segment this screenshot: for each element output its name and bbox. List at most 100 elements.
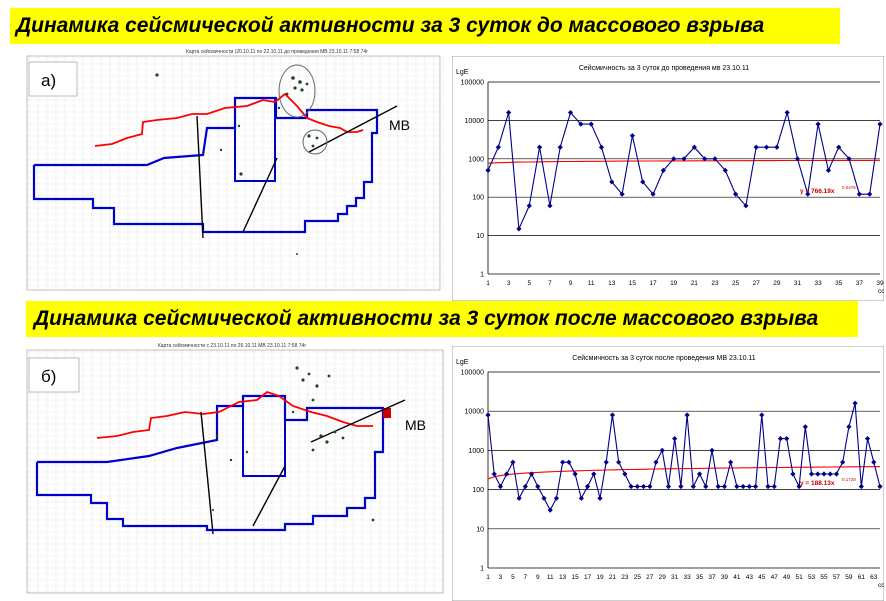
x-tick-label: 63 xyxy=(870,574,878,581)
data-point xyxy=(588,121,594,127)
x-tick-label: 41 xyxy=(733,574,741,581)
data-point xyxy=(665,483,672,490)
x-axis-unit: сс xyxy=(878,582,884,589)
data-point xyxy=(653,459,659,465)
data-point xyxy=(715,483,721,490)
data-point xyxy=(877,483,883,490)
data-point xyxy=(765,483,771,490)
data-point xyxy=(691,144,697,150)
data-point xyxy=(827,471,833,477)
data-point xyxy=(485,167,491,173)
data-point xyxy=(712,156,718,162)
data-point xyxy=(485,412,491,418)
data-point xyxy=(774,144,780,150)
mb-label: МВ xyxy=(405,417,426,433)
data-point xyxy=(536,144,543,150)
data-point xyxy=(722,167,728,173)
x-tick-label: 3 xyxy=(507,280,511,287)
x-tick-label: 39 xyxy=(876,280,884,287)
trend-exponent: 0,1728 xyxy=(842,477,856,482)
data-point xyxy=(732,191,739,197)
data-point xyxy=(684,412,690,418)
data-point xyxy=(628,483,634,490)
x-tick-label: 13 xyxy=(559,574,567,581)
data-point xyxy=(852,400,858,406)
data-point xyxy=(566,459,572,465)
y-tick-label: 1 xyxy=(480,272,484,279)
data-point xyxy=(567,109,574,116)
map-title: Карта сейсмичности (20.10.11 по 22.10.11… xyxy=(186,48,368,55)
data-point xyxy=(495,144,501,150)
y-tick-label: 100 xyxy=(472,195,484,202)
map-title: Карта сейсмичности с 23.10.11 по 26.10.1… xyxy=(158,342,306,349)
mb-label: МВ xyxy=(389,117,410,133)
event-dots xyxy=(155,73,319,255)
data-point xyxy=(560,459,566,465)
x-tick-label: 43 xyxy=(746,574,754,581)
event-dots xyxy=(212,366,375,522)
y-tick-label: 1000 xyxy=(468,448,484,455)
contour-inner xyxy=(234,98,276,182)
data-point xyxy=(753,144,759,150)
data-point xyxy=(784,435,790,442)
data-point xyxy=(681,156,687,162)
y-tick-label: 100 xyxy=(472,487,484,494)
x-tick-label: 31 xyxy=(671,574,679,581)
seismic-map-before: Карта сейсмичности (20.10.11 по 22.10.11… xyxy=(26,48,444,291)
x-tick-label: 1 xyxy=(486,280,490,287)
data-point xyxy=(702,156,708,162)
cluster-ellipse xyxy=(302,129,328,155)
x-tick-label: 11 xyxy=(588,280,595,287)
data-point xyxy=(759,412,765,418)
data-point xyxy=(784,109,790,116)
x-tick-label: 21 xyxy=(691,280,699,287)
x-tick-label: 15 xyxy=(629,280,637,287)
y-tick-label: 100000 xyxy=(461,370,484,377)
map-panel-label: а) xyxy=(41,71,56,90)
x-tick-label: 29 xyxy=(659,574,667,581)
y-tick-label: 10 xyxy=(476,526,484,533)
y-tick-label: 1 xyxy=(480,566,484,573)
data-point xyxy=(616,459,622,465)
data-point xyxy=(609,179,615,185)
data-point xyxy=(871,459,877,465)
x-tick-label: 13 xyxy=(608,280,616,287)
data-point xyxy=(721,483,728,490)
x-tick-label: 33 xyxy=(814,280,822,287)
x-tick-label: 19 xyxy=(596,574,604,581)
data-point xyxy=(743,203,749,209)
profile-line-3 xyxy=(308,105,398,153)
x-tick-label: 17 xyxy=(584,574,592,581)
data-point xyxy=(703,483,709,490)
data-point xyxy=(877,121,883,127)
x-tick-label: 5 xyxy=(511,574,515,581)
data-point xyxy=(647,483,653,490)
y-axis-label: LgE xyxy=(456,359,469,366)
data-point xyxy=(790,471,796,477)
x-tick-label: 27 xyxy=(753,280,761,287)
data-point xyxy=(796,483,802,490)
x-tick-label: 61 xyxy=(858,574,866,581)
x-tick-label: 53 xyxy=(808,574,816,581)
data-point xyxy=(836,144,842,150)
trend-line xyxy=(487,466,881,480)
data-point xyxy=(846,424,852,430)
data-point xyxy=(609,412,616,418)
x-tick-label: 3 xyxy=(499,574,503,581)
label-box xyxy=(28,61,78,97)
profile-line-2 xyxy=(252,465,286,527)
x-tick-label: 51 xyxy=(795,574,803,581)
contour-boundary xyxy=(32,96,379,234)
data-point xyxy=(825,167,832,173)
cluster-ellipse xyxy=(278,64,316,118)
x-axis-unit: сс xyxy=(878,288,884,295)
profile-line-1 xyxy=(200,411,214,535)
trend-equation: y = 188.13x xyxy=(800,480,835,487)
x-tick-label: 37 xyxy=(856,280,864,287)
x-tick-label: 1 xyxy=(486,574,490,581)
data-point xyxy=(578,121,584,127)
data-point xyxy=(728,459,734,465)
seismic-map-after: Карта сейсмичности с 23.10.11 по 26.10.1… xyxy=(26,342,444,594)
x-tick-label: 9 xyxy=(536,574,540,581)
x-tick-label: 29 xyxy=(773,280,781,287)
